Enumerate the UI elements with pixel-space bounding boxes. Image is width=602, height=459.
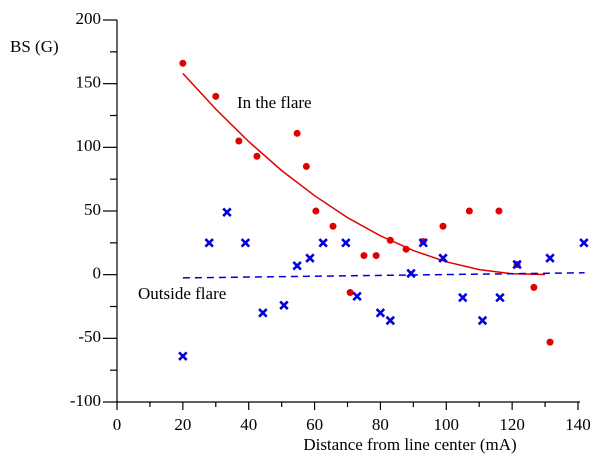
y-tick-label: -50	[78, 327, 101, 346]
x-tick-label: 0	[113, 415, 122, 434]
series-label: Outside flare	[138, 284, 226, 303]
point	[406, 268, 416, 279]
y-tick-label: 0	[93, 264, 102, 283]
point	[360, 252, 368, 260]
point	[305, 253, 315, 263]
point	[204, 238, 214, 248]
point	[341, 238, 351, 248]
x-axis-label: Distance from line center (mA)	[303, 435, 516, 454]
point	[258, 308, 268, 318]
y-tick-label: 150	[76, 73, 102, 92]
point	[385, 315, 396, 326]
point	[346, 288, 354, 296]
point	[212, 92, 220, 100]
fit-line	[182, 72, 546, 276]
point	[495, 207, 503, 215]
point	[402, 245, 410, 253]
point	[178, 351, 188, 361]
point	[386, 236, 394, 244]
point	[292, 261, 302, 271]
point	[372, 252, 380, 260]
point	[546, 338, 554, 346]
point	[465, 207, 473, 215]
x-tick-label: 120	[499, 415, 525, 434]
point	[279, 300, 289, 310]
point	[545, 253, 555, 263]
point	[329, 222, 337, 230]
point	[240, 238, 251, 248]
point	[530, 283, 538, 291]
series-label: In the flare	[237, 93, 312, 112]
point	[302, 162, 310, 170]
point	[418, 238, 428, 248]
y-axis-label: BS (G)	[10, 37, 59, 56]
x-tick-label: 140	[565, 415, 591, 434]
point	[293, 129, 301, 137]
point	[235, 137, 243, 145]
point	[439, 222, 447, 230]
point	[318, 238, 328, 248]
point	[438, 253, 448, 263]
point	[375, 308, 386, 318]
point	[352, 291, 362, 302]
point	[222, 207, 232, 217]
x-tick-label: 80	[372, 415, 389, 434]
point	[253, 152, 261, 160]
point	[477, 315, 488, 326]
y-tick-label: 50	[84, 200, 101, 219]
point	[458, 292, 468, 303]
point	[579, 238, 589, 248]
point	[312, 207, 320, 215]
point	[512, 259, 522, 270]
x-tick-label: 40	[240, 415, 257, 434]
point	[495, 292, 505, 303]
y-tick-label: -100	[70, 391, 101, 410]
x-tick-label: 100	[434, 415, 460, 434]
y-tick-label: 200	[76, 9, 102, 28]
fit-line	[182, 272, 585, 279]
point	[179, 59, 187, 67]
y-tick-label: 100	[76, 136, 102, 155]
x-tick-label: 20	[174, 415, 191, 434]
x-tick-label: 60	[306, 415, 323, 434]
